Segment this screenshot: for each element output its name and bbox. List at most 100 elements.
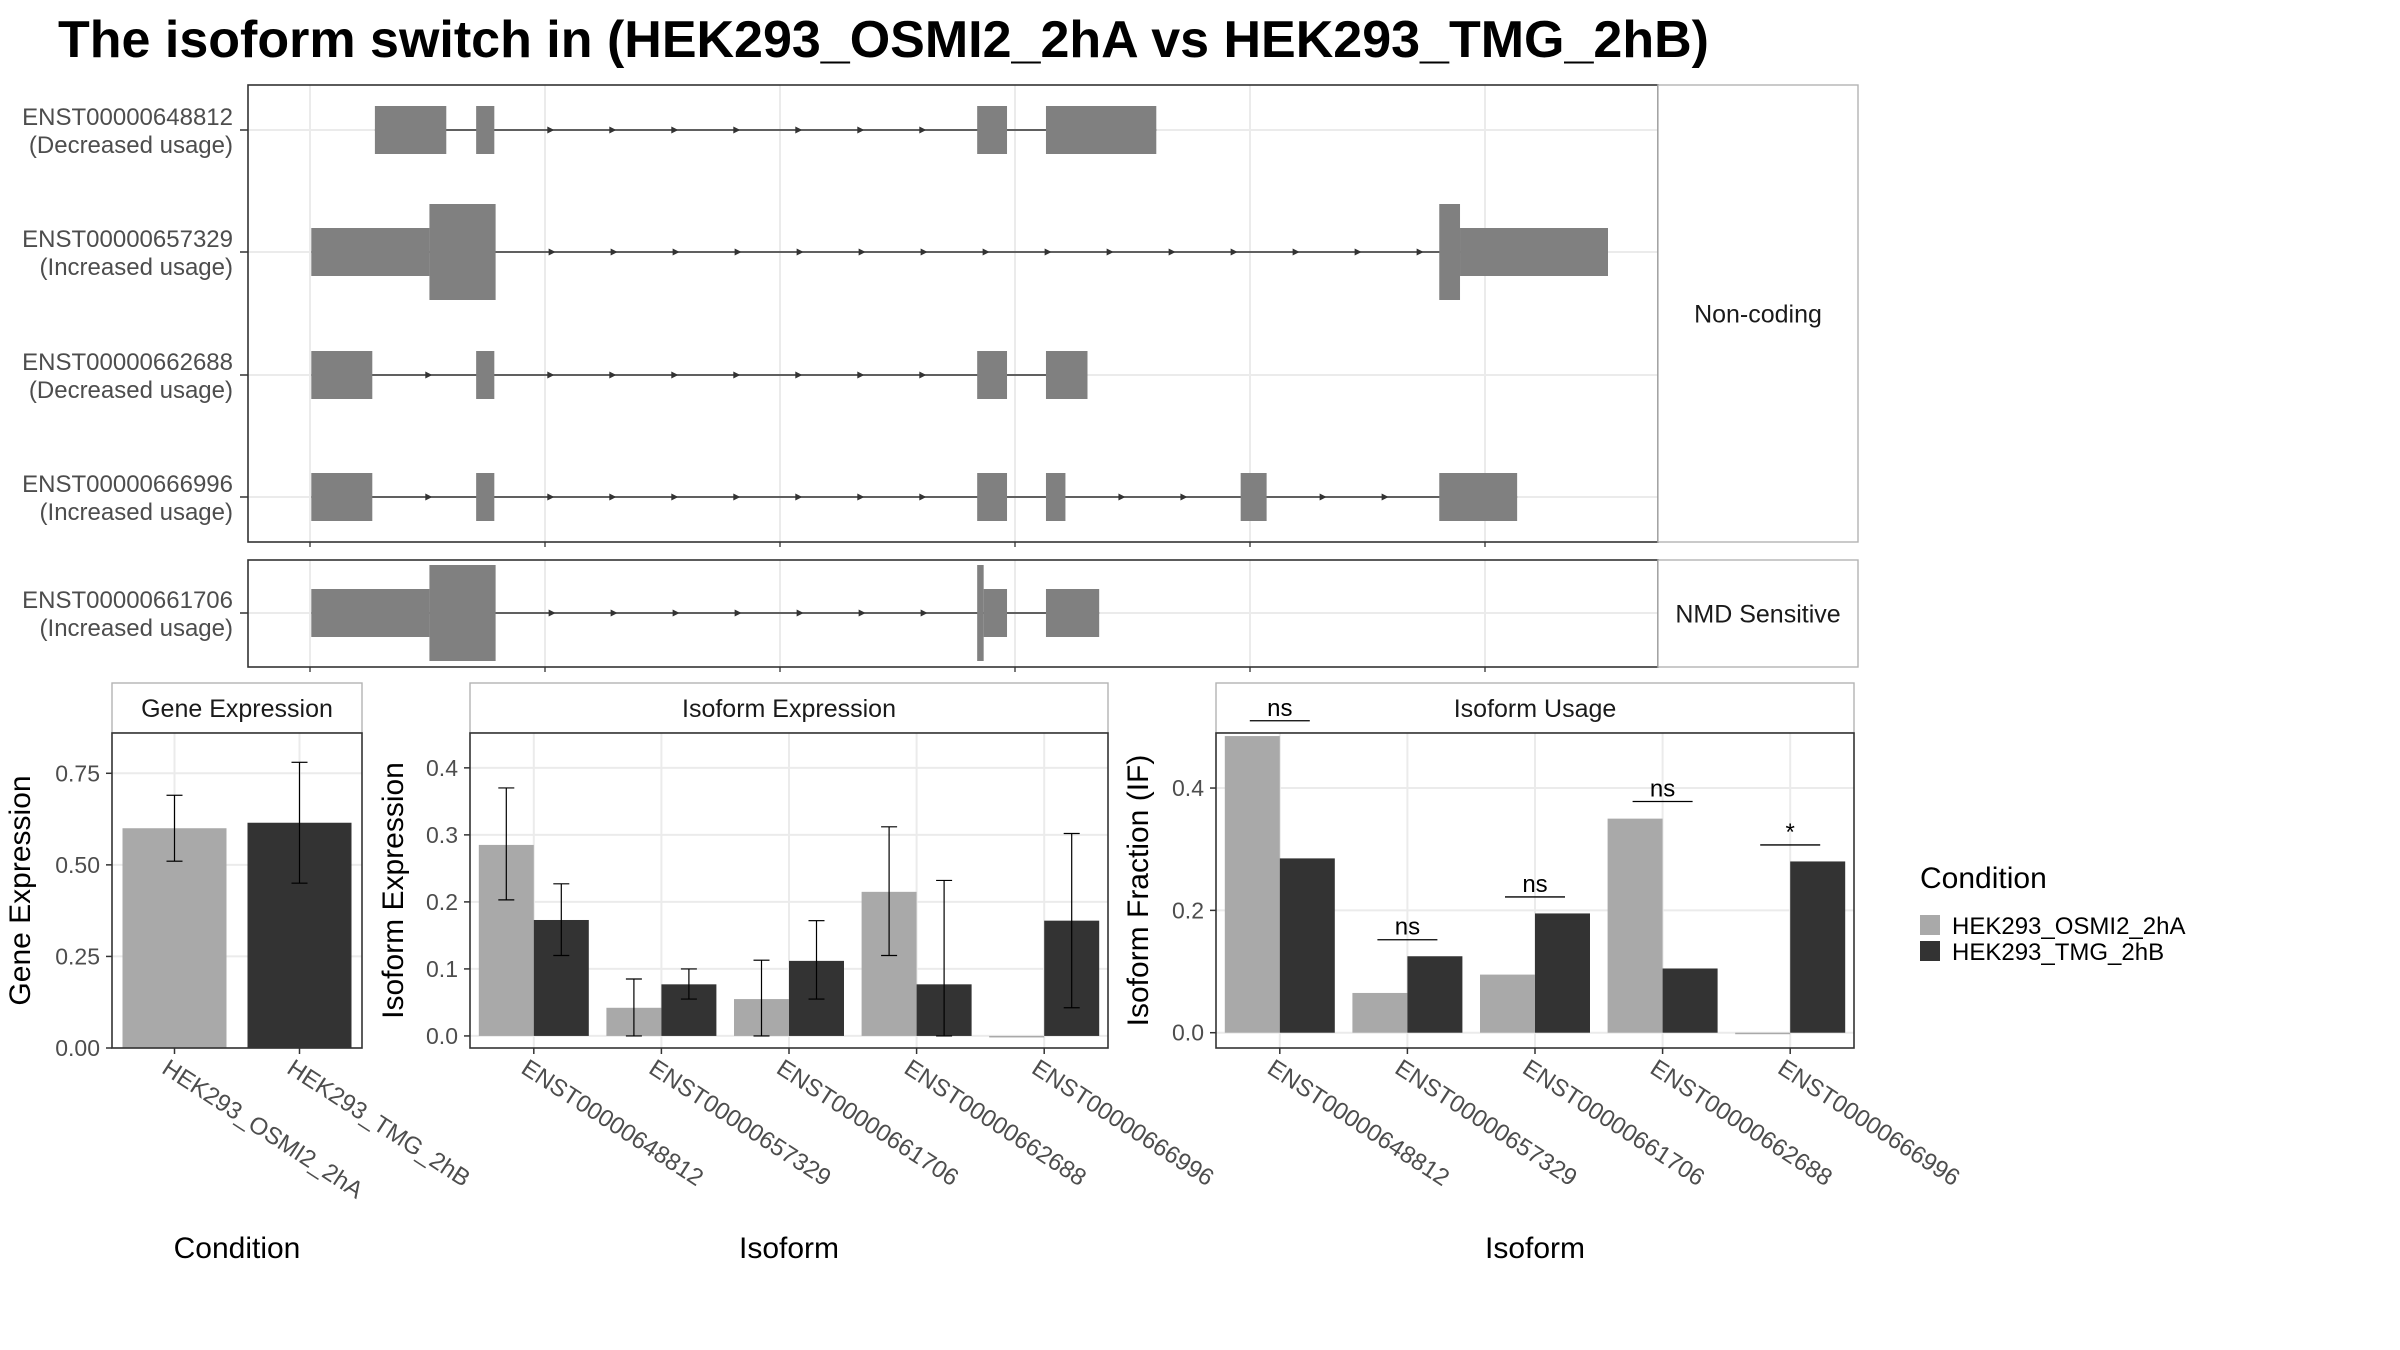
exon-block	[977, 351, 1008, 399]
iso-usage-sig-label: ns	[1650, 776, 1675, 803]
intron-arrow	[795, 126, 803, 134]
iso-usage-sig-label: ns	[1395, 914, 1420, 941]
exon-block	[983, 589, 1008, 637]
iso-usage-bar	[1279, 858, 1335, 1033]
intron-arrow	[733, 126, 741, 134]
exon-block	[977, 565, 984, 661]
exon-block	[1460, 228, 1608, 276]
intron-arrow	[1168, 248, 1176, 256]
iso-usage-bar	[1607, 818, 1663, 1033]
structure-panel-bg	[248, 85, 1658, 542]
track-id-label: ENST00000657329	[22, 226, 233, 253]
gene-expr-y-tick-label: 0.50	[55, 852, 100, 878]
legend-label-cond1: HEK293_OSMI2_2hA	[1952, 913, 2185, 940]
intron-arrow	[982, 248, 990, 256]
intron-arrow	[1354, 248, 1362, 256]
intron-arrow	[609, 493, 617, 501]
legend-title: Condition	[1920, 862, 2047, 895]
track-id-label: ENST00000662688	[22, 349, 233, 376]
gene-expr-y-tick-label: 0.00	[55, 1035, 100, 1061]
intron-arrow	[547, 371, 555, 379]
intron-arrow	[796, 609, 804, 617]
track-id-label: ENST00000648812	[22, 104, 233, 131]
iso-usage-y-axis-title: Isoform Fraction (IF)	[1122, 755, 1155, 1027]
iso-usage-strip-label: Isoform Usage	[1454, 695, 1617, 723]
exon-block	[311, 473, 373, 521]
gene-expr-y-tick-label: 0.25	[55, 943, 100, 969]
intron-arrow	[919, 126, 927, 134]
intron-arrow	[1319, 493, 1327, 501]
iso-usage-bar	[1790, 861, 1846, 1033]
exon-block	[1439, 204, 1461, 300]
exon-block	[1045, 106, 1157, 154]
intron-arrow	[857, 493, 865, 501]
iso-usage-bar	[1352, 992, 1408, 1033]
intron-arrow	[857, 371, 865, 379]
intron-arrow	[858, 609, 866, 617]
intron-arrow	[734, 248, 742, 256]
legend-swatch-cond1	[1920, 915, 1940, 935]
intron-arrow	[609, 126, 617, 134]
condition-legend: Condition HEK293_OSMI2_2hA HEK293_TMG_2h…	[1920, 862, 2185, 966]
track-id-label: ENST00000666996	[22, 471, 233, 498]
intron-arrow	[548, 609, 556, 617]
track-usage-label: (Increased usage)	[40, 499, 233, 526]
intron-arrow	[1381, 493, 1389, 501]
exon-block	[311, 228, 430, 276]
iso-usage-bar	[1662, 968, 1718, 1033]
intron-arrow	[610, 609, 618, 617]
exon-block	[977, 473, 1008, 521]
gene-expr-panel-border	[111, 732, 363, 1049]
intron-arrow	[919, 371, 927, 379]
intron-arrow	[795, 371, 803, 379]
gene-expr-y-axis-title: Gene Expression	[4, 775, 37, 1005]
exon-block	[1439, 473, 1518, 521]
track-usage-label: (Decreased usage)	[29, 377, 233, 404]
iso-expr-x-axis-title: Isoform	[739, 1232, 839, 1265]
intron-arrow	[425, 371, 433, 379]
intron-arrow	[548, 248, 556, 256]
iso-expr-strip-label: Isoform Expression	[682, 695, 896, 723]
intron-arrow	[795, 493, 803, 501]
intron-arrow	[1118, 493, 1126, 501]
intron-arrow	[796, 248, 804, 256]
iso-expr-bar	[989, 1035, 1045, 1038]
intron-arrow	[671, 371, 679, 379]
intron-arrow	[734, 609, 742, 617]
facet-strip	[1657, 84, 1859, 543]
iso-usage-x-axis-title: Isoform	[1485, 1232, 1585, 1265]
gene-expr-x-tick-label: HEK293_OSMI2_2hA	[157, 1054, 368, 1204]
intron-arrow	[857, 126, 865, 134]
iso-expr-y-tick-label: 0.3	[426, 822, 458, 848]
exon-block	[429, 204, 496, 300]
exon-block	[476, 106, 495, 154]
isoform-usage-chart: Isoform Usage0.00.20.4nsnsnsns*ENST00000…	[1122, 682, 1964, 1265]
intron-arrow	[547, 493, 555, 501]
iso-expr-y-tick-label: 0.2	[426, 889, 458, 915]
exon-block	[476, 351, 495, 399]
intron-arrow	[1292, 248, 1300, 256]
iso-usage-bar	[1480, 974, 1535, 1033]
intron-arrow	[1044, 248, 1052, 256]
intron-arrow	[858, 248, 866, 256]
iso-usage-strip	[1215, 682, 1855, 734]
iso-expr-y-tick-label: 0.0	[426, 1023, 458, 1049]
exon-block	[374, 106, 447, 154]
gene-expr-x-axis-title: Condition	[174, 1232, 301, 1265]
iso-usage-y-tick-label: 0.0	[1172, 1020, 1204, 1046]
track-usage-label: (Decreased usage)	[29, 132, 233, 159]
exon-block	[1045, 351, 1088, 399]
intron-arrow	[733, 371, 741, 379]
exon-block	[1045, 473, 1066, 521]
legend-label-cond2: HEK293_TMG_2hB	[1952, 939, 2164, 966]
iso-expr-y-axis-title: Isoform Expression	[377, 762, 410, 1019]
intron-arrow	[547, 126, 555, 134]
intron-arrow	[1180, 493, 1188, 501]
iso-usage-bar	[1535, 913, 1590, 1033]
iso-usage-y-tick-label: 0.2	[1172, 897, 1204, 923]
intron-arrow	[1416, 248, 1424, 256]
legend-swatch-cond2	[1920, 941, 1940, 961]
iso-expr-y-tick-label: 0.1	[426, 956, 458, 982]
